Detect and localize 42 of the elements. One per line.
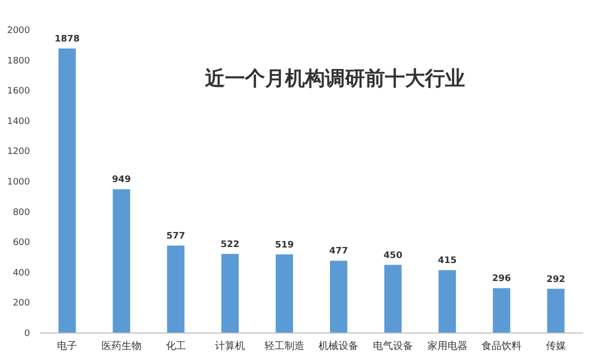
bar xyxy=(221,254,239,333)
x-tick-label: 轻工制造 xyxy=(264,340,304,352)
bar xyxy=(384,264,402,333)
bar xyxy=(276,254,294,333)
y-tick-label: 1000 xyxy=(7,178,30,188)
y-tick-label: 200 xyxy=(12,298,30,309)
bar xyxy=(167,246,184,333)
x-tick-label: 计算机 xyxy=(215,340,246,352)
data-label: 519 xyxy=(274,240,294,250)
data-label: 949 xyxy=(112,175,131,186)
x-tick-label: 食品饮料 xyxy=(482,340,522,352)
x-tick-label: 化工 xyxy=(166,340,186,352)
y-tick-label: 1600 xyxy=(7,86,30,97)
text: 近一个月机构调研前十大行业 xyxy=(204,66,465,90)
x-tick-label: 电子 xyxy=(57,340,78,352)
y-tick-label: 2000 xyxy=(7,26,30,36)
x-tick-label: 家用电器 xyxy=(427,340,468,352)
bar xyxy=(438,270,456,333)
data-label: 577 xyxy=(166,232,186,242)
y-tick-label: 600 xyxy=(12,238,30,248)
bar xyxy=(330,260,348,333)
bar xyxy=(547,288,565,333)
y-tick-label: 0 xyxy=(24,329,30,339)
y-tick-label: 1400 xyxy=(7,116,30,127)
data-label: 522 xyxy=(220,240,240,250)
bar xyxy=(492,288,510,333)
x-tick-label: 传媒 xyxy=(546,341,566,352)
data-label: 1878 xyxy=(54,34,80,44)
data-label: 415 xyxy=(438,256,457,266)
data-label: 296 xyxy=(492,274,511,284)
y-tick-label: 800 xyxy=(12,208,30,218)
y-tick-label: 400 xyxy=(12,268,30,278)
data-label: 292 xyxy=(546,274,566,285)
data-label: 477 xyxy=(329,246,348,257)
x-tick-label: 电气设备 xyxy=(372,340,413,352)
x-tick-label: 医药生物 xyxy=(101,340,142,352)
x-tick-label: 机械设备 xyxy=(318,340,359,352)
y-tick-label: 1800 xyxy=(7,56,30,66)
bar xyxy=(58,48,76,333)
y-tick-label: 1200 xyxy=(7,147,30,158)
bar xyxy=(112,189,130,333)
data-label: 450 xyxy=(384,250,402,261)
